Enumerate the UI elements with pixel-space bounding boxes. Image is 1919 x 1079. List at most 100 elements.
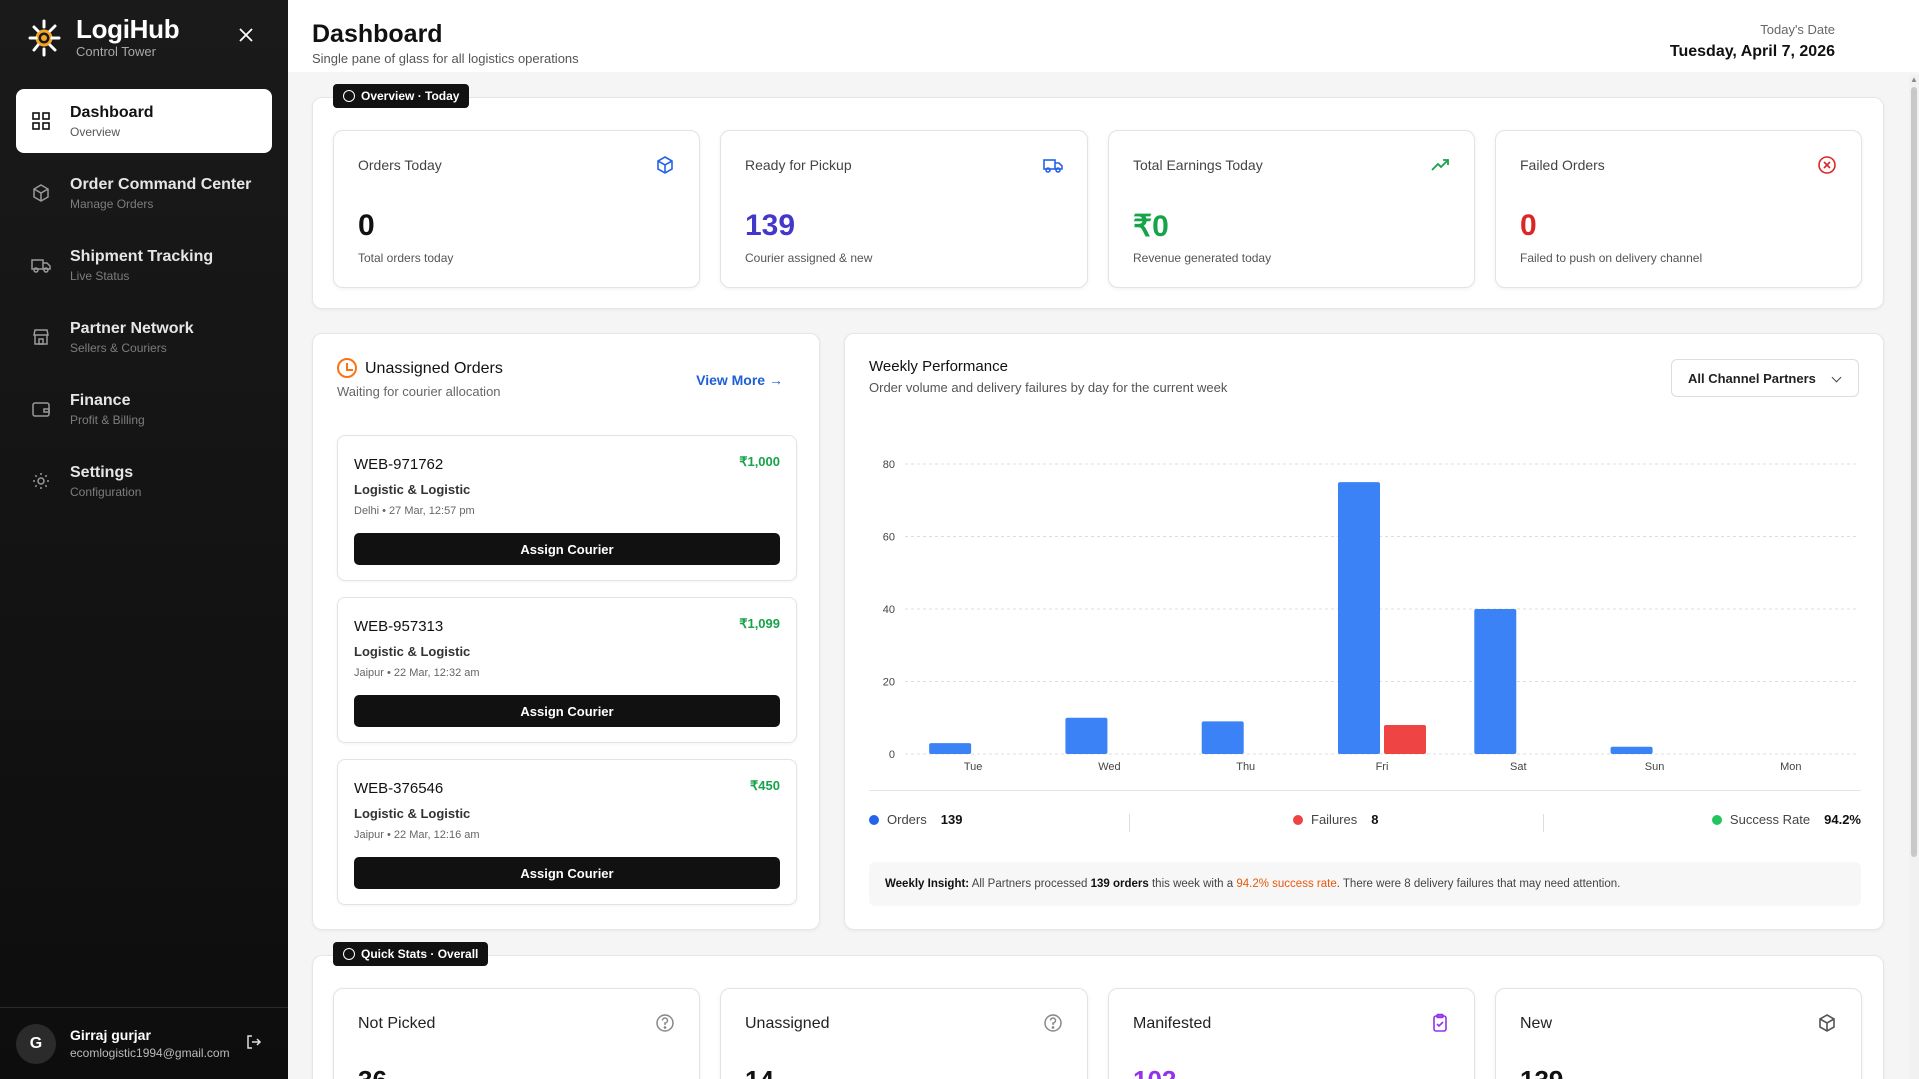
sidebar-item-orders[interactable]: Order Command Center Manage Orders — [16, 161, 272, 225]
sidebar-item-sub: Profit & Billing — [70, 412, 145, 427]
summary-divider — [1543, 814, 1544, 832]
scrollbar-thumb[interactable] — [1911, 87, 1917, 857]
app-subtitle: Control Tower — [76, 44, 156, 59]
app-name: LogiHub — [76, 14, 180, 44]
assign-courier-button[interactable]: Assign Courier — [354, 533, 780, 565]
channel-partner-select[interactable]: All Channel Partners — [1671, 359, 1859, 397]
success-dot — [1711, 814, 1722, 825]
insight-text-1: All Partners processed — [969, 878, 1091, 890]
cube-icon — [657, 156, 673, 174]
user-profile: G Girraj gurjar ecomlogistic1994@gmail.c… — [0, 1007, 288, 1079]
quick-card-manifested: Manifested 102 — [1108, 988, 1475, 1079]
sidebar-item-settings[interactable]: Settings Configuration — [16, 449, 272, 513]
quick-label: New — [1520, 1015, 1553, 1032]
order-seller: Logistic & Logistic — [354, 806, 471, 821]
arrow-right-icon: → — [769, 372, 783, 388]
assign-courier-button[interactable]: Assign Courier — [354, 857, 780, 889]
sidebar-item-sub: Configuration — [70, 484, 142, 499]
x-tick-label: Fri — [1376, 761, 1389, 773]
sidebar-item-sub: Manage Orders — [70, 196, 154, 211]
sidebar-item-dashboard[interactable]: Dashboard Overview — [16, 89, 272, 153]
summary-top-rule — [869, 790, 1861, 791]
x-tick-label: Sat — [1510, 761, 1527, 773]
order-meta: Jaipur • 22 Mar, 12:32 am — [354, 667, 480, 679]
order-id: WEB-957313 — [354, 618, 444, 635]
order-id: WEB-971762 — [354, 456, 444, 473]
chevron-down-icon — [1831, 372, 1842, 383]
sidebar-item-sub: Live Status — [70, 268, 130, 283]
main-content: Dashboard Single pane of glass for all l… — [288, 0, 1919, 1079]
order-card: WEB-376546 ₹450 Logistic & Logistic Jaip… — [337, 759, 797, 905]
quick-stats-pill: Quick Stats · Overall — [333, 942, 489, 966]
insight-text-3: . There were 8 delivery failures that ma… — [1336, 878, 1621, 890]
sidebar-item-shipment[interactable]: Shipment Tracking Live Status — [16, 233, 272, 297]
stat-card-failed: Failed Orders 0 Failed to push on delive… — [1495, 130, 1862, 288]
x-tick-label: Thu — [1236, 761, 1255, 773]
scrollbar[interactable]: ▲ — [1909, 75, 1919, 1079]
assign-courier-button[interactable]: Assign Courier — [354, 695, 780, 727]
overview-pill-label: Overview · Today — [361, 89, 460, 103]
order-id: WEB-376546 — [354, 780, 444, 797]
unassigned-subtitle: Waiting for courier allocation — [337, 384, 501, 399]
summary-orders-value: 139 — [940, 812, 963, 827]
sidebar-item-label: Partner Network — [70, 319, 194, 337]
quick-card-unassigned: Unassigned 14 — [720, 988, 1088, 1079]
close-sidebar-button[interactable] — [234, 24, 258, 48]
stat-sub: Total orders today — [358, 251, 454, 265]
sidebar-item-label: Finance — [70, 391, 131, 409]
clock-icon — [343, 90, 355, 102]
cube-icon — [1819, 1014, 1835, 1032]
bar-orders — [1610, 746, 1653, 754]
quick-stats-pill-label: Quick Stats · Overall — [361, 947, 479, 961]
weekly-performance-panel: Weekly Performance Order volume and deli… — [844, 333, 1884, 930]
y-tick-label: 20 — [883, 677, 895, 689]
y-tick-label: 0 — [889, 749, 895, 761]
logout-icon — [247, 1035, 262, 1049]
stat-sub: Revenue generated today — [1133, 251, 1272, 265]
gear-icon — [30, 470, 52, 492]
summary-success-value: 94.2% — [1824, 812, 1861, 827]
summary-success-label: Success Rate — [1729, 812, 1811, 827]
store-icon — [30, 326, 52, 348]
stat-value: ₹0 — [1133, 210, 1169, 243]
x-tick-label: Mon — [1780, 761, 1801, 773]
summary-orders: Orders 139 — [869, 812, 962, 827]
quick-card-new: New 139 — [1495, 988, 1862, 1079]
summary-divider — [1129, 814, 1130, 832]
clock-icon — [343, 948, 355, 960]
quick-label: Not Picked — [358, 1015, 436, 1032]
view-more-link[interactable]: View More → — [696, 372, 783, 388]
logout-button[interactable] — [246, 1034, 262, 1055]
bar-orders — [929, 743, 972, 754]
order-seller: Logistic & Logistic — [354, 644, 471, 659]
stat-card-ready-pickup: Ready for Pickup 139 Courier assigned & … — [720, 130, 1088, 288]
bar-orders — [1065, 717, 1108, 754]
scroll-up-arrow-icon[interactable]: ▲ — [1910, 75, 1918, 84]
grid-icon — [30, 110, 52, 132]
y-tick-label: 40 — [883, 604, 895, 616]
stat-label: Total Earnings Today — [1133, 157, 1263, 173]
sidebar-item-finance[interactable]: Finance Profit & Billing — [16, 377, 272, 441]
unassigned-orders-panel: Unassigned Orders Waiting for courier al… — [312, 333, 820, 930]
truck-icon — [30, 254, 52, 276]
date-value: Tuesday, April 7, 2026 — [1669, 43, 1835, 60]
stat-value: 139 — [745, 209, 796, 242]
overview-pill: Overview · Today — [333, 84, 470, 108]
failures-dot — [1293, 814, 1303, 825]
bar-failures — [1384, 725, 1426, 754]
unassigned-title: Unassigned Orders — [365, 360, 503, 377]
order-meta: Delhi • 27 Mar, 12:57 pm — [354, 505, 475, 517]
stat-value: 0 — [1520, 209, 1537, 242]
order-amount: ₹450 — [750, 778, 780, 793]
weekly-bar-chart: 0 20 40 60 80 Tue Wed Thu Fri Sat Sun Mon — [883, 459, 1859, 773]
weekly-summary: Orders 139 Failures 8 Success Rate 94.2% — [869, 812, 1861, 838]
sidebar-item-label: Order Command Center — [70, 175, 252, 193]
quick-value: 139 — [1520, 1065, 1563, 1079]
quick-label: Manifested — [1133, 1015, 1212, 1032]
stat-label: Ready for Pickup — [745, 157, 852, 173]
bar-orders — [1338, 482, 1380, 754]
user-name: Girraj gurjar — [70, 1027, 151, 1043]
bar-orders — [1201, 721, 1244, 754]
sidebar-item-partners[interactable]: Partner Network Sellers & Couriers — [16, 305, 272, 369]
stat-sub: Failed to push on delivery channel — [1520, 251, 1703, 265]
